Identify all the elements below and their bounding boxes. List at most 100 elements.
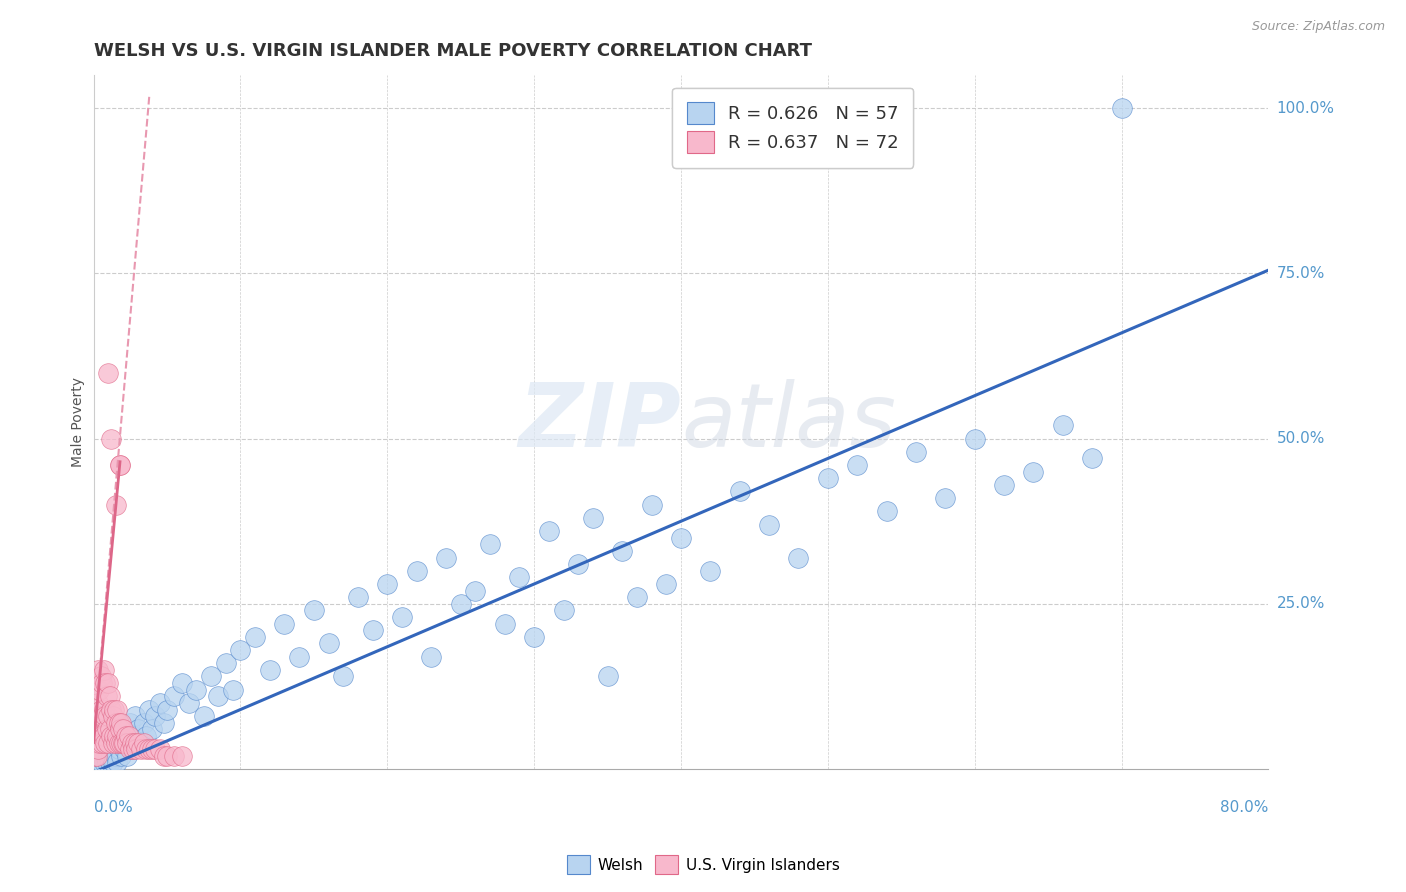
Text: ZIP: ZIP [519, 378, 681, 466]
Point [105, 702, 128, 716]
Point [96, 735, 118, 749]
Point [93, 729, 115, 743]
Point [391, 610, 413, 624]
Point [86, 709, 108, 723]
Point [120, 715, 142, 730]
Point [108, 458, 131, 472]
Legend: Welsh, U.S. Virgin Islanders: Welsh, U.S. Virgin Islanders [561, 849, 845, 880]
Point [117, 735, 139, 749]
Point [97, 748, 120, 763]
Point [94, 723, 117, 737]
Point [97, 709, 120, 723]
Point [876, 504, 898, 518]
Point [464, 583, 486, 598]
Point [93, 729, 115, 743]
Point [143, 709, 166, 723]
Y-axis label: Male Poverty: Male Poverty [72, 377, 86, 467]
Point [537, 524, 560, 538]
Point [787, 550, 810, 565]
Point [153, 715, 176, 730]
Point [104, 748, 127, 763]
Point [127, 723, 149, 737]
Point [87, 696, 110, 710]
Point [302, 603, 325, 617]
Point [91, 709, 114, 723]
Point [1052, 418, 1074, 433]
Point [817, 471, 839, 485]
Point [93, 756, 115, 770]
Point [479, 537, 502, 551]
Point [87, 742, 110, 756]
Point [129, 735, 152, 749]
Point [420, 649, 443, 664]
Point [111, 735, 134, 749]
Point [112, 735, 135, 749]
Point [107, 735, 129, 749]
Point [100, 702, 122, 716]
Point [84, 709, 107, 723]
Point [288, 649, 311, 664]
Point [143, 742, 166, 756]
Point [405, 564, 427, 578]
Point [86, 729, 108, 743]
Point [103, 729, 125, 743]
Point [94, 676, 117, 690]
Point [120, 742, 142, 756]
Point [669, 531, 692, 545]
Point [259, 663, 281, 677]
Point [84, 742, 107, 756]
Text: Source: ZipAtlas.com: Source: ZipAtlas.com [1251, 20, 1385, 33]
Point [149, 696, 172, 710]
Point [87, 715, 110, 730]
Point [153, 748, 176, 763]
Point [84, 735, 107, 749]
Point [107, 715, 129, 730]
Point [655, 577, 678, 591]
Point [86, 682, 108, 697]
Point [91, 735, 114, 749]
Point [117, 748, 139, 763]
Point [104, 735, 127, 749]
Point [132, 735, 155, 749]
Point [163, 748, 186, 763]
Point [84, 723, 107, 737]
Point [149, 742, 172, 756]
Point [1081, 451, 1104, 466]
Point [124, 735, 146, 749]
Point [97, 676, 120, 690]
Text: 25.0%: 25.0% [1277, 597, 1324, 611]
Point [125, 742, 148, 756]
Point [934, 491, 956, 505]
Point [1111, 101, 1133, 115]
Point [98, 756, 121, 770]
Point [141, 742, 163, 756]
Point [87, 735, 110, 749]
Point [122, 742, 145, 756]
Point [96, 756, 118, 770]
Point [582, 511, 605, 525]
Point [1022, 465, 1045, 479]
Point [332, 669, 354, 683]
Point [375, 577, 398, 591]
Point [200, 669, 222, 683]
Point [96, 690, 118, 704]
Point [186, 682, 208, 697]
Point [93, 702, 115, 716]
Point [87, 756, 110, 770]
Point [699, 564, 721, 578]
Point [135, 742, 157, 756]
Point [222, 682, 245, 697]
Point [101, 756, 124, 770]
Point [89, 729, 111, 743]
Point [612, 544, 634, 558]
Point [156, 702, 179, 716]
Point [105, 729, 128, 743]
Point [108, 458, 131, 472]
Point [90, 723, 112, 737]
Point [98, 742, 121, 756]
Point [112, 742, 135, 756]
Point [904, 445, 927, 459]
Point [122, 729, 145, 743]
Point [138, 702, 160, 716]
Point [728, 484, 751, 499]
